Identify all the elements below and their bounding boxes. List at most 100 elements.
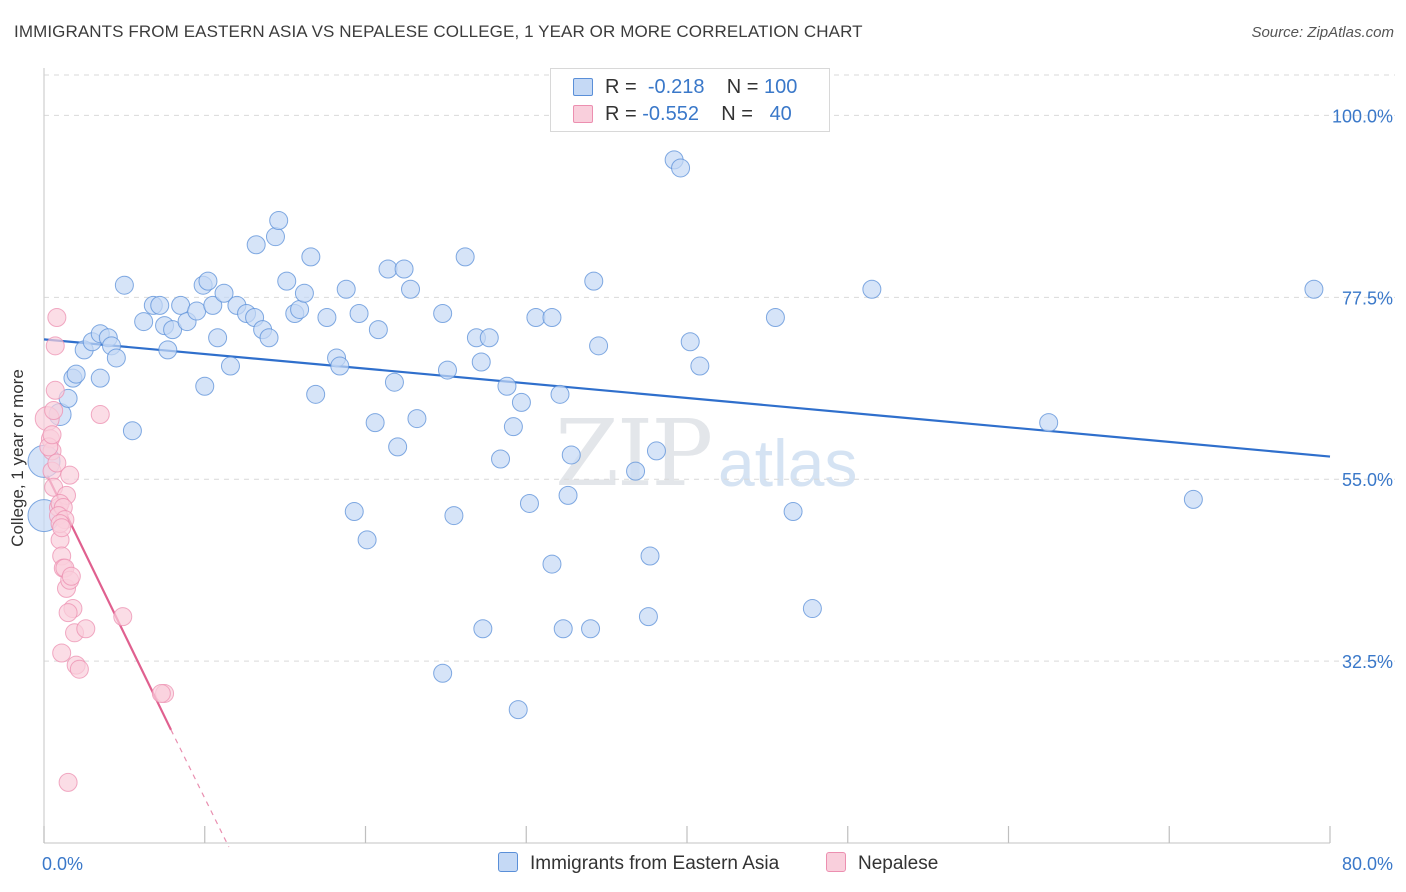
point-nepalese bbox=[90, 405, 110, 425]
legend-item-eastern-asia[interactable]: Immigrants from Eastern Asia bbox=[498, 852, 779, 875]
point-eastern-asia bbox=[558, 485, 578, 505]
point-eastern-asia bbox=[519, 493, 539, 513]
point-eastern-asia bbox=[433, 663, 453, 683]
point-eastern-asia bbox=[407, 409, 427, 429]
point-eastern-asia bbox=[638, 607, 658, 627]
legend-r-value: -0.218 bbox=[647, 76, 705, 98]
point-nepalese bbox=[58, 772, 78, 792]
x-tick-label: 0.0% bbox=[42, 854, 83, 874]
point-eastern-asia bbox=[214, 283, 234, 303]
legend-swatch-pink bbox=[826, 852, 846, 872]
point-nepalese bbox=[69, 659, 89, 679]
legend-label: Nepalese bbox=[858, 853, 939, 874]
point-eastern-asia bbox=[317, 308, 337, 328]
axes bbox=[43, 68, 1331, 844]
point-eastern-asia bbox=[187, 301, 207, 321]
point-eastern-asia bbox=[368, 320, 388, 340]
point-eastern-asia bbox=[90, 368, 110, 388]
point-nepalese bbox=[76, 619, 96, 639]
point-eastern-asia bbox=[455, 247, 475, 267]
point-eastern-asia bbox=[198, 271, 218, 291]
x-tick-label: 80.0% bbox=[1342, 854, 1393, 874]
legend-r-label: R = bbox=[605, 103, 637, 125]
point-eastern-asia bbox=[503, 417, 523, 437]
legend-r-label: R = bbox=[605, 76, 637, 98]
watermark-atlas: atlas bbox=[718, 426, 858, 500]
data-points bbox=[27, 150, 1324, 792]
legend-label: Immigrants from Eastern Asia bbox=[530, 853, 780, 874]
point-nepalese bbox=[52, 518, 72, 538]
point-nepalese bbox=[58, 603, 78, 623]
chart-title: IMMIGRANTS FROM EASTERN ASIA VS NEPALESE… bbox=[14, 22, 863, 41]
trend-lines bbox=[43, 338, 1331, 848]
point-eastern-asia bbox=[626, 461, 646, 481]
legend-r-value: -0.552 bbox=[642, 103, 699, 125]
point-eastern-asia bbox=[171, 295, 191, 315]
point-eastern-asia bbox=[301, 247, 321, 267]
point-nepalese bbox=[45, 336, 65, 356]
point-eastern-asia bbox=[581, 619, 601, 639]
point-eastern-asia bbox=[561, 445, 581, 465]
point-eastern-asia bbox=[783, 502, 803, 522]
point-eastern-asia bbox=[106, 348, 126, 368]
point-eastern-asia bbox=[246, 235, 266, 255]
y-tick-label: 55.0% bbox=[1342, 470, 1393, 490]
point-eastern-asia bbox=[150, 295, 170, 315]
point-eastern-asia bbox=[378, 259, 398, 279]
tick-labels: 32.5% 55.0% 77.5% 100.0% 0.0% 80.0% bbox=[42, 106, 1393, 874]
point-eastern-asia bbox=[265, 227, 285, 247]
legend-n-value: 40 bbox=[769, 103, 792, 125]
point-eastern-asia bbox=[491, 449, 511, 469]
point-eastern-asia bbox=[330, 356, 350, 376]
y-tick-label: 77.5% bbox=[1342, 288, 1393, 308]
point-eastern-asia bbox=[473, 619, 493, 639]
point-eastern-asia bbox=[765, 308, 785, 328]
point-eastern-asia bbox=[690, 356, 710, 376]
trend-line-eastern-asia bbox=[43, 338, 1331, 458]
point-eastern-asia bbox=[471, 352, 491, 372]
point-eastern-asia bbox=[550, 384, 570, 404]
y-tick-label: 100.0% bbox=[1332, 106, 1393, 126]
point-eastern-asia bbox=[114, 275, 134, 295]
point-eastern-asia bbox=[553, 619, 573, 639]
point-eastern-asia bbox=[542, 554, 562, 574]
legend-row-nepalese: R = -0.552 N = 40 bbox=[573, 103, 792, 125]
point-nepalese bbox=[60, 465, 80, 485]
point-eastern-asia bbox=[259, 328, 279, 348]
point-eastern-asia bbox=[444, 506, 464, 526]
point-eastern-asia bbox=[277, 271, 297, 291]
watermark-zip: ZIP bbox=[555, 400, 713, 507]
point-eastern-asia bbox=[640, 546, 660, 566]
point-eastern-asia bbox=[269, 211, 289, 231]
point-eastern-asia bbox=[508, 700, 528, 720]
point-eastern-asia bbox=[646, 441, 666, 461]
point-eastern-asia bbox=[437, 360, 457, 380]
point-eastern-asia bbox=[388, 437, 408, 457]
y-axis-label: College, 1 year or more bbox=[8, 369, 27, 547]
point-nepalese bbox=[47, 308, 67, 328]
point-eastern-asia bbox=[479, 328, 499, 348]
point-eastern-asia bbox=[158, 340, 178, 360]
point-eastern-asia bbox=[220, 356, 240, 376]
point-eastern-asia bbox=[384, 372, 404, 392]
point-eastern-asia bbox=[1183, 489, 1203, 509]
point-eastern-asia bbox=[344, 502, 364, 522]
point-eastern-asia bbox=[394, 259, 414, 279]
point-eastern-asia bbox=[862, 279, 882, 299]
point-eastern-asia bbox=[294, 283, 314, 303]
point-eastern-asia bbox=[290, 299, 310, 319]
series-legend: Immigrants from Eastern Asia Nepalese bbox=[0, 852, 1406, 878]
point-nepalese bbox=[151, 683, 171, 703]
point-eastern-asia bbox=[195, 376, 215, 396]
point-nepalese bbox=[113, 607, 133, 627]
point-eastern-asia bbox=[357, 530, 377, 550]
point-eastern-asia bbox=[203, 295, 223, 315]
point-eastern-asia bbox=[589, 336, 609, 356]
point-eastern-asia bbox=[433, 303, 453, 323]
point-eastern-asia bbox=[122, 421, 142, 441]
point-eastern-asia bbox=[66, 364, 86, 384]
point-nepalese bbox=[61, 566, 81, 586]
legend-swatch-pink bbox=[573, 105, 593, 123]
point-nepalese bbox=[45, 380, 65, 400]
legend-item-nepalese[interactable]: Nepalese bbox=[826, 852, 938, 875]
